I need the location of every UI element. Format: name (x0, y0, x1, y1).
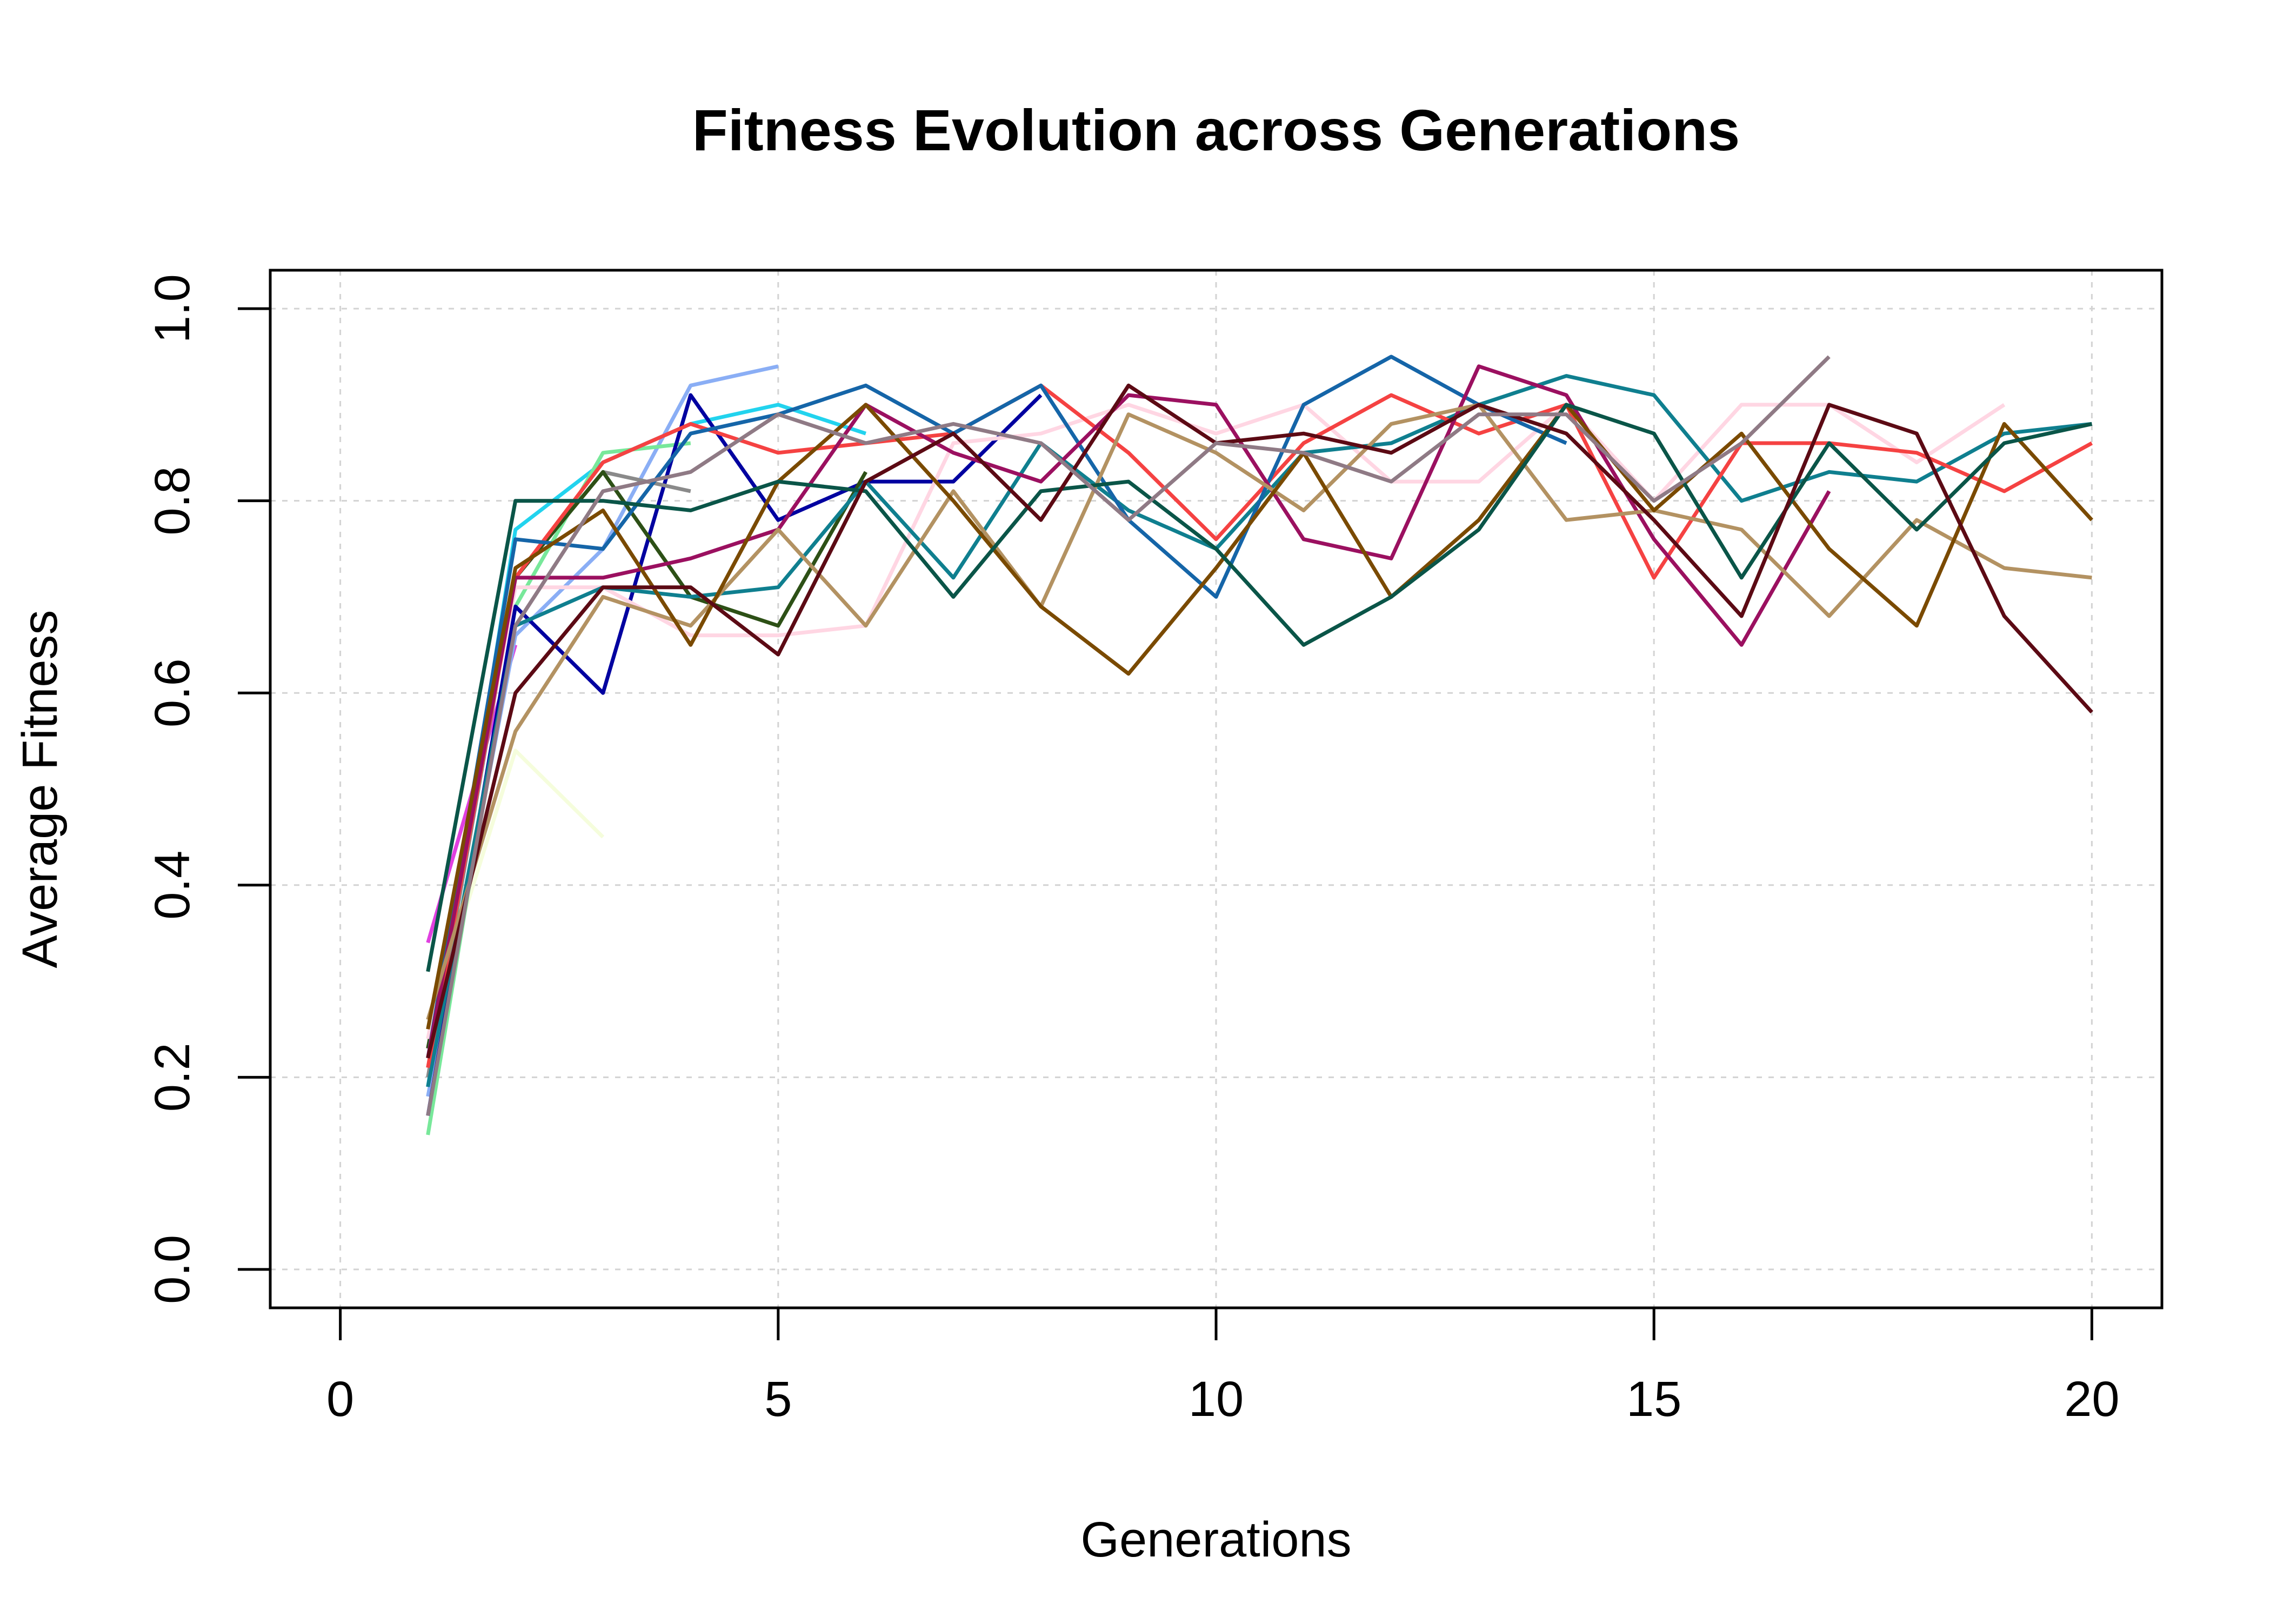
x-tick-label-1: 5 (764, 1372, 792, 1427)
series-line-18 (426, 355, 1831, 1117)
series-layer (426, 355, 2093, 1135)
series-line-14 (426, 403, 2092, 1020)
y-tick-label-5: 1.0 (145, 274, 200, 343)
y-tick-label-3: 0.6 (145, 658, 200, 727)
x-tick-label-0: 0 (326, 1372, 354, 1427)
series-line-4 (426, 364, 779, 1097)
y-tick-label-0: 0.0 (145, 1235, 200, 1304)
y-axis-label: Average Fitness (12, 610, 68, 968)
series-line-5 (426, 441, 691, 1135)
y-tick-label-2: 0.4 (145, 851, 200, 920)
series-line-17 (426, 383, 2093, 1059)
series-line-7 (426, 470, 691, 1078)
y-axis: 0.0 0.2 0.4 0.6 0.8 1.0 (145, 274, 272, 1304)
x-tick-label-4: 20 (2064, 1372, 2119, 1427)
series-line-15 (426, 403, 2093, 1030)
x-tick-label-2: 10 (1189, 1372, 1244, 1427)
y-tick-label-1: 0.2 (145, 1042, 200, 1112)
y-tick-label-4: 0.8 (145, 466, 200, 536)
series-line-16 (426, 403, 2093, 972)
series-line-9 (426, 403, 2006, 1039)
chart-title: Fitness Evolution across Generations (692, 97, 1740, 163)
x-axis: 0 5 10 15 20 (326, 1306, 2120, 1427)
x-tick-label-3: 15 (1626, 1372, 1681, 1427)
x-axis-label: Generations (1080, 1512, 1351, 1567)
